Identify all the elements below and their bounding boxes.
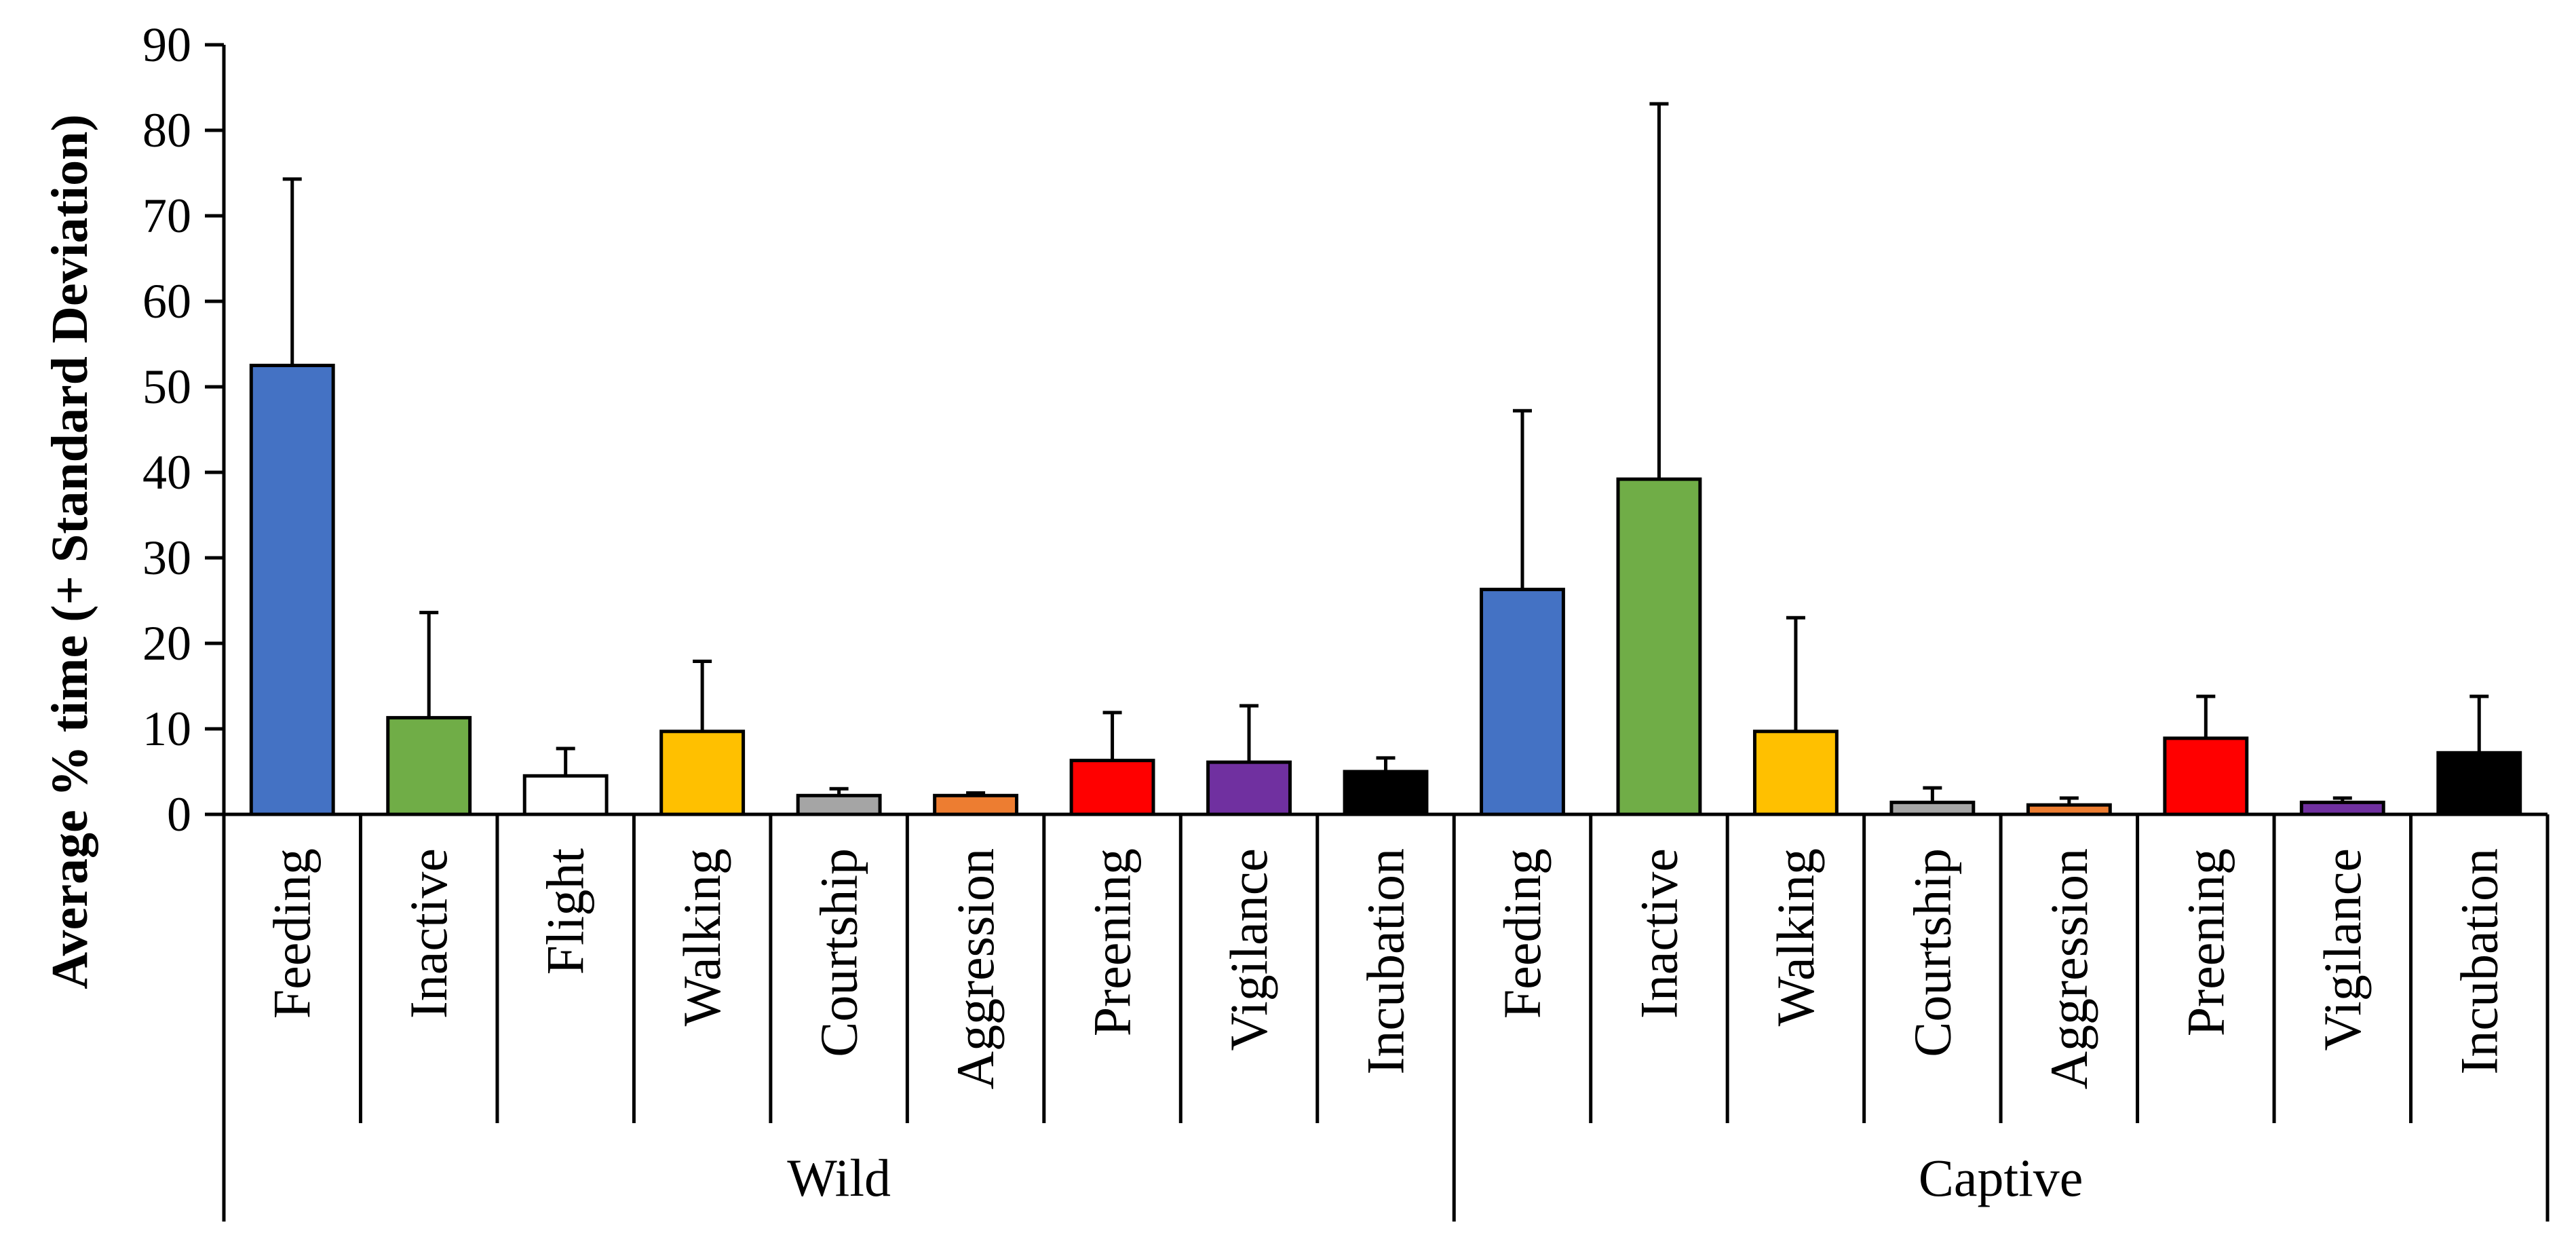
y-tick-label: 60 [142, 274, 191, 328]
category-label: Incubation [2449, 848, 2508, 1075]
bars [249, 102, 2522, 816]
category-label: Aggression [2039, 848, 2098, 1089]
y-tick-label: 40 [142, 445, 191, 499]
group-label-wild: Wild [787, 1148, 891, 1207]
bar-wild-aggression [933, 793, 1019, 816]
category-label: Feeding [263, 848, 322, 1019]
category-label: Flight [536, 848, 595, 975]
group-label-captive: Captive [1919, 1148, 2083, 1207]
bar-captive-incubation [2436, 751, 2522, 816]
bar-captive-feeding [1480, 588, 1565, 816]
category-label: Inactive [399, 848, 458, 1019]
category-label: Vigilance [2313, 848, 2372, 1051]
category-label: Walking [1766, 848, 1825, 1026]
category-label: Walking [672, 848, 731, 1026]
bar-captive-preening [2163, 736, 2249, 816]
category-label: Preening [2176, 848, 2235, 1036]
y-tick-label: 10 [142, 702, 191, 756]
bar-wild-preening [1069, 759, 1155, 816]
category-labels: Feeding Inactive Flight Walking Courtship Agg… [263, 848, 2509, 1207]
bar-wild-courtship [796, 793, 882, 816]
category-label: Inactive [1629, 848, 1688, 1019]
category-label: Preening [1083, 848, 1142, 1036]
y-tick-label: 20 [142, 616, 191, 670]
bar-captive-walking [1752, 730, 1839, 816]
y-tick-label: 70 [142, 189, 191, 243]
bar-captive-inactive [1616, 477, 1702, 816]
axes: 0 10 20 30 40 50 60 70 80 90 [142, 18, 2550, 1222]
category-label: Vigilance [1219, 848, 1278, 1051]
category-label: Feeding [1493, 848, 1552, 1019]
bar-captive-courtship [1889, 800, 1976, 816]
category-label: Incubation [1356, 848, 1415, 1075]
category-label: Courtship [1902, 848, 1961, 1057]
y-tick-label: 50 [142, 360, 191, 414]
bar-wild-flight [522, 774, 609, 816]
y-tick-label: 90 [142, 18, 191, 72]
y-tick-label: 30 [142, 531, 191, 585]
y-tick-label: 0 [167, 787, 191, 842]
category-label: Courtship [809, 848, 868, 1057]
bar-captive-vigilance [2299, 800, 2385, 816]
bar-wild-walking [659, 730, 746, 816]
bar-wild-feeding [249, 364, 335, 816]
bar-wild-inactive [386, 716, 472, 816]
y-axis-title: Average % time (+ Standard Deviation) [41, 114, 98, 989]
category-label: Aggression [946, 848, 1005, 1089]
y-tick-label: 80 [142, 103, 191, 157]
bar-captive-aggression [2026, 803, 2112, 816]
bar-wild-incubation [1343, 770, 1429, 816]
bar-wild-vigilance [1206, 760, 1292, 816]
